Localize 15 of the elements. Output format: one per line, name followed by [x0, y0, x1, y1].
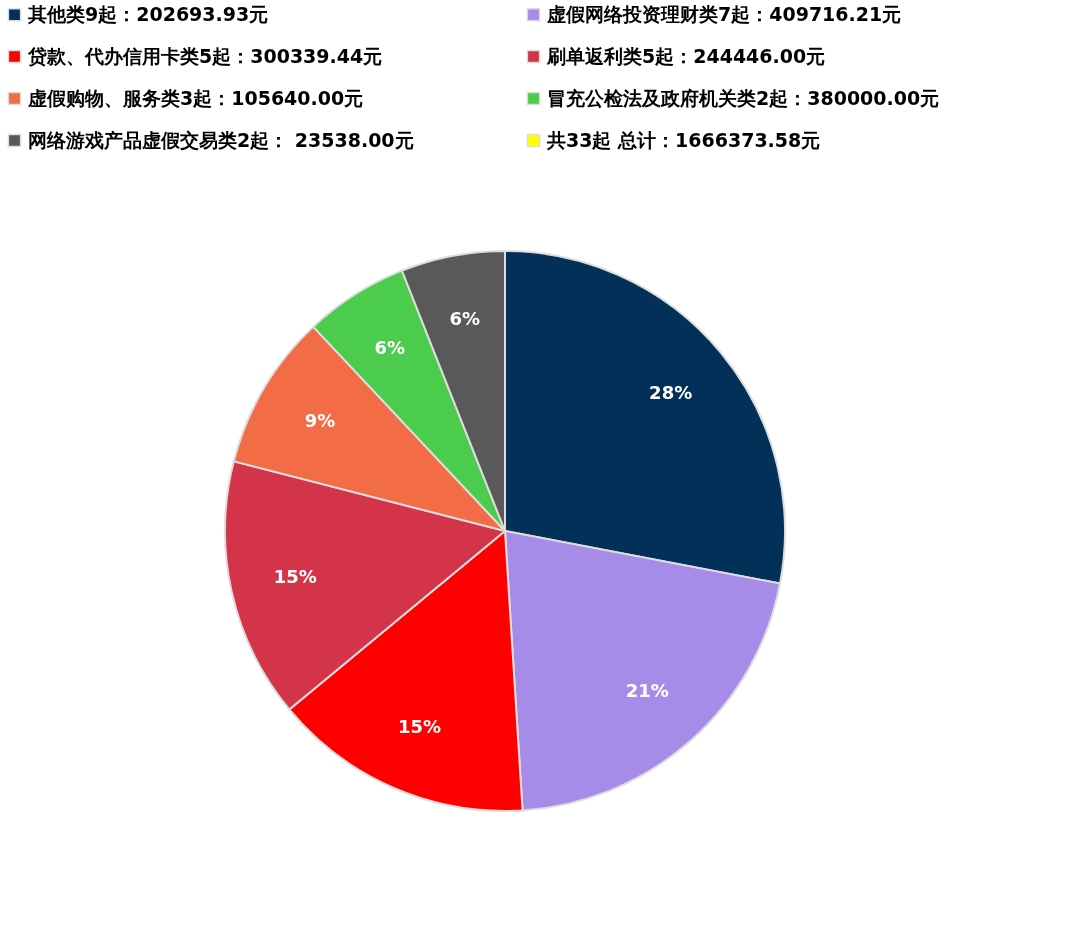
- data-label: 6%: [374, 337, 406, 359]
- data-label: 21%: [625, 680, 669, 702]
- legend-label: 虚假网络投资理财类7起：409716.21元: [546, 2, 902, 25]
- legend-label: 冒充公检法及政府机关类2起：380000.00元: [547, 86, 940, 109]
- legend-label: 刷单返利类5起：244446.00元: [546, 44, 826, 67]
- legend-label: 网络游戏产品虚假交易类2起： 23538.00元: [28, 128, 414, 151]
- data-label: 15%: [273, 565, 317, 587]
- data-label: 6%: [449, 307, 480, 329]
- data-label: 15%: [398, 716, 442, 738]
- legend-label: 共33起 总计：1666373.58元: [546, 128, 821, 151]
- legend-label: 其他类9起：202693.93元: [27, 2, 269, 25]
- data-label: 28%: [649, 381, 693, 403]
- legend-label: 虚假购物、服务类3起：105640.00元: [27, 86, 364, 109]
- data-label: 9%: [304, 409, 336, 431]
- legend-label: 贷款、代办信用卡类5起：300339.44元: [27, 44, 383, 67]
